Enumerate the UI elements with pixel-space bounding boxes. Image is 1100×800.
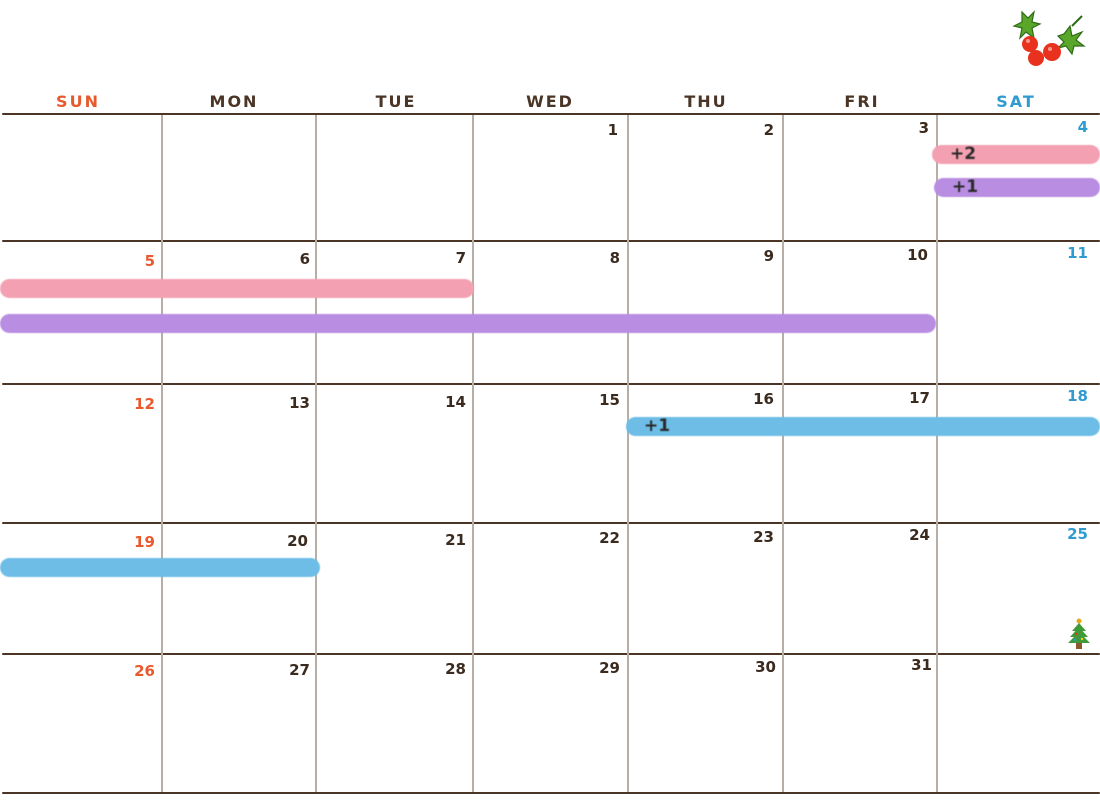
day-cell-number[interactable]: 15 (599, 391, 620, 409)
day-cell-number[interactable]: 1 (607, 121, 618, 139)
day-cell-number[interactable]: 24 (909, 526, 930, 544)
row-divider (2, 792, 1100, 794)
day-cell-number[interactable]: 8 (609, 249, 620, 267)
day-cell-number[interactable]: 11 (1067, 244, 1088, 262)
day-cell-number[interactable]: 23 (753, 528, 774, 546)
day-cell-number[interactable]: 5 (144, 252, 155, 270)
event-bar-purple[interactable] (0, 314, 936, 333)
row-divider (2, 240, 1100, 242)
day-cell-number[interactable]: 25 (1067, 525, 1088, 543)
more-events-count[interactable]: +2 (950, 144, 977, 164)
day-cell-number[interactable]: 14 (445, 393, 466, 411)
day-cell-number[interactable]: 10 (907, 246, 928, 264)
column-divider (472, 115, 474, 792)
holly-berries-icon (1012, 10, 1086, 66)
weekday-mon: MON (209, 92, 259, 111)
weekday-fri: FRI (844, 92, 880, 111)
day-cell-number[interactable]: 17 (909, 389, 930, 407)
day-cell-number[interactable]: 9 (763, 247, 774, 265)
day-cell-number[interactable]: 29 (599, 659, 620, 677)
event-bar-purple[interactable]: +1 (934, 178, 1100, 197)
row-divider (2, 113, 1100, 115)
column-divider (161, 115, 163, 792)
more-events-count[interactable]: +1 (644, 416, 671, 436)
column-divider (782, 115, 784, 792)
weekday-sun: SUN (56, 92, 100, 111)
weekday-tue: TUE (375, 92, 417, 111)
day-cell-number[interactable]: 19 (134, 533, 155, 551)
event-bar-blue[interactable]: +1 (626, 417, 1100, 436)
day-cell-number[interactable]: 2 (763, 121, 774, 139)
day-cell-number[interactable]: 26 (134, 662, 155, 680)
row-divider (2, 653, 1100, 655)
day-cell-number[interactable]: 30 (755, 658, 776, 676)
column-divider (627, 115, 629, 792)
event-bar-blue[interactable] (0, 558, 320, 577)
day-cell-number[interactable]: 7 (455, 249, 466, 267)
event-bar-pink[interactable] (0, 279, 474, 298)
day-cell-number[interactable]: 3 (918, 119, 929, 137)
weekday-header: SUN MON TUE WED THU FRI SAT (0, 86, 1100, 114)
row-divider (2, 522, 1100, 524)
day-cell-number[interactable]: 16 (753, 390, 774, 408)
christmas-tree-icon (1068, 618, 1090, 649)
day-cell-number[interactable]: 4 (1077, 118, 1088, 136)
event-bar-pink[interactable]: +2 (932, 145, 1100, 164)
day-cell-number[interactable]: 20 (287, 532, 308, 550)
row-divider (2, 383, 1100, 385)
column-divider (936, 115, 938, 792)
day-cell-number[interactable]: 22 (599, 529, 620, 547)
column-divider (315, 115, 317, 792)
day-cell-number[interactable]: 18 (1067, 387, 1088, 405)
weekday-thu: THU (684, 92, 728, 111)
day-cell-number[interactable]: 21 (445, 531, 466, 549)
day-cell-number[interactable]: 31 (911, 656, 932, 674)
weekday-wed: WED (526, 92, 574, 111)
more-events-count[interactable]: +1 (952, 177, 979, 197)
day-cell-number[interactable]: 28 (445, 660, 466, 678)
weekday-sat: SAT (996, 92, 1036, 111)
day-cell-number[interactable]: 6 (299, 250, 310, 268)
day-cell-number[interactable]: 12 (134, 395, 155, 413)
day-cell-number[interactable]: 27 (289, 661, 310, 679)
day-cell-number[interactable]: 13 (289, 394, 310, 412)
